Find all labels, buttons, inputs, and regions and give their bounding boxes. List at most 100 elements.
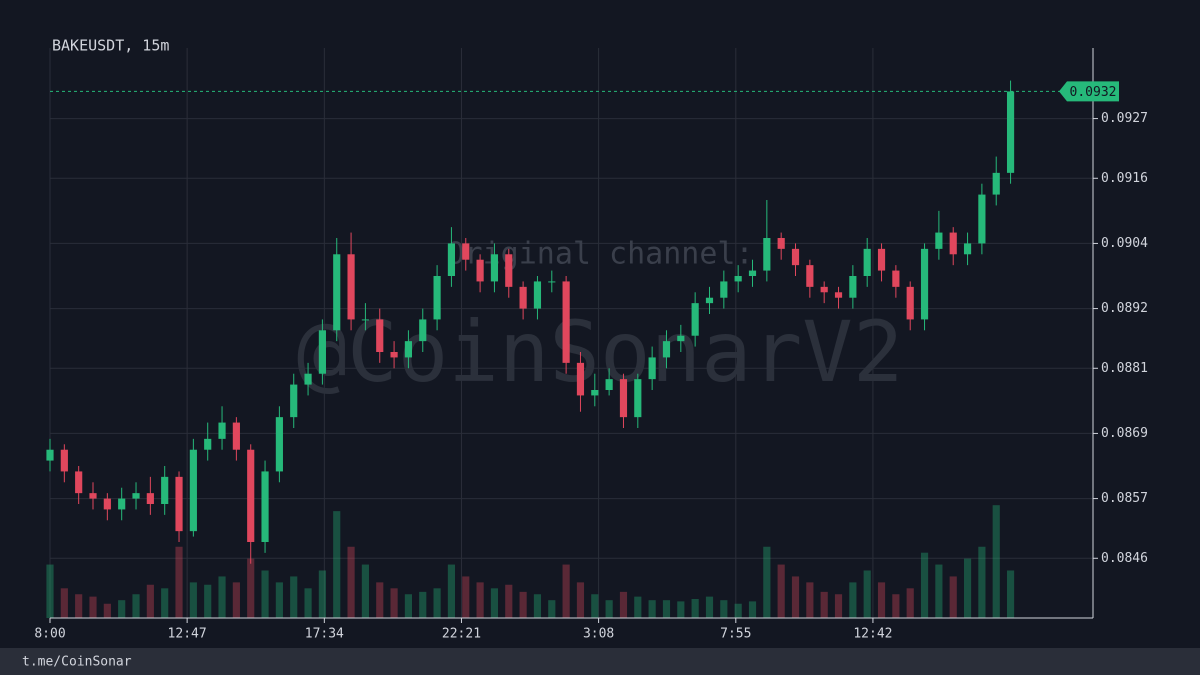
candle-body	[204, 438, 212, 450]
candle-body	[318, 330, 326, 374]
volume-bar	[777, 564, 785, 618]
candle-body	[777, 238, 785, 249]
volume-bar	[347, 546, 355, 618]
candle-body	[920, 248, 929, 320]
candle-body	[404, 341, 413, 358]
volume-bar	[605, 600, 613, 618]
volume-bar	[734, 603, 742, 618]
candle-body	[519, 286, 527, 309]
candle-body	[849, 276, 857, 298]
candle-body	[705, 297, 714, 304]
volume-bar	[103, 603, 111, 618]
candle-body	[748, 270, 757, 276]
y-tick-label: 0.0846	[1101, 551, 1148, 566]
volume-bar	[877, 582, 886, 618]
volume-bar	[720, 600, 728, 618]
volume-bar	[175, 546, 183, 618]
candle-body	[132, 493, 140, 499]
y-tick-label: 0.0881	[1101, 361, 1148, 376]
volume-bar	[935, 564, 943, 618]
candle-body	[834, 292, 843, 298]
candle-body	[634, 379, 642, 418]
volume-bar	[447, 564, 456, 618]
candle-body	[304, 373, 312, 385]
candle-body	[548, 281, 556, 283]
candle-body	[75, 471, 83, 494]
footer: t.me/CoinSonar	[22, 655, 132, 670]
candle-body	[175, 476, 183, 532]
candle-body	[992, 172, 1000, 195]
volume-bar	[748, 601, 757, 618]
candle-body	[877, 248, 886, 271]
volume-bar	[419, 591, 427, 618]
volume-bar	[834, 594, 843, 618]
volume-bar	[519, 591, 527, 618]
candle-body	[189, 449, 197, 532]
candle-body	[232, 422, 240, 450]
candle-body	[161, 476, 169, 504]
y-tick-label: 0.0916	[1101, 171, 1148, 186]
candle-body	[89, 493, 97, 499]
volume-bar	[132, 594, 140, 618]
volume-bar	[662, 600, 671, 618]
volume-bar	[275, 582, 283, 618]
candle-body	[963, 243, 972, 255]
candle-body	[591, 390, 599, 396]
watermark: @CoinSonarV2	[297, 303, 904, 401]
candle-body	[490, 254, 499, 282]
volume-bar	[146, 584, 154, 618]
volume-bar	[433, 588, 441, 618]
candle-body	[261, 471, 269, 542]
volume-bar	[949, 576, 957, 618]
volume-bar	[820, 591, 828, 618]
candle-body	[677, 335, 685, 342]
volume-bar	[892, 594, 900, 618]
candle-body	[562, 281, 570, 363]
volume-bar	[591, 594, 599, 618]
candle-body	[447, 243, 456, 276]
candle-body	[949, 232, 957, 255]
x-tick-label: 8:00	[34, 627, 65, 642]
candle-body	[433, 276, 441, 320]
candle-body	[476, 259, 484, 282]
volume-bar	[390, 588, 398, 618]
candles	[46, 80, 1015, 618]
volume-bar	[118, 600, 126, 618]
x-tick-label: 7:55	[720, 627, 751, 642]
x-tick-label: 12:47	[168, 627, 207, 642]
volume-bar	[505, 584, 513, 618]
candle-body	[863, 248, 871, 276]
volume-bar	[677, 601, 685, 618]
candle-body	[734, 276, 742, 282]
chart-title: BAKEUSDT, 15m	[52, 37, 169, 55]
candle-body	[892, 270, 900, 287]
candle-body	[146, 493, 154, 504]
volume-bar	[849, 582, 857, 618]
candle-body	[935, 232, 943, 249]
candle-body	[505, 254, 513, 287]
candle-body	[275, 417, 283, 472]
candle-body	[247, 449, 255, 542]
candle-body	[333, 254, 341, 331]
x-tick-label: 3:08	[583, 627, 614, 642]
volume-bar	[992, 505, 1000, 618]
candle-body	[978, 194, 986, 244]
footer-bar	[0, 648, 1200, 675]
candle-body	[347, 254, 355, 320]
candle-body	[419, 319, 427, 342]
volume-bar	[376, 582, 384, 618]
candle-body	[462, 243, 470, 260]
y-tick-label: 0.0904	[1101, 236, 1148, 251]
candle-body	[118, 498, 126, 510]
candle-body	[763, 238, 771, 271]
volume-bar	[978, 546, 986, 618]
volume-bar	[404, 594, 413, 618]
last-price-label: 0.0932	[1070, 85, 1117, 100]
volume-bar	[763, 546, 771, 618]
volume-bar	[705, 596, 714, 618]
volume-bar	[533, 594, 542, 618]
volume-bar	[476, 582, 484, 618]
candle-body	[906, 286, 914, 320]
volume-bar	[562, 564, 570, 618]
